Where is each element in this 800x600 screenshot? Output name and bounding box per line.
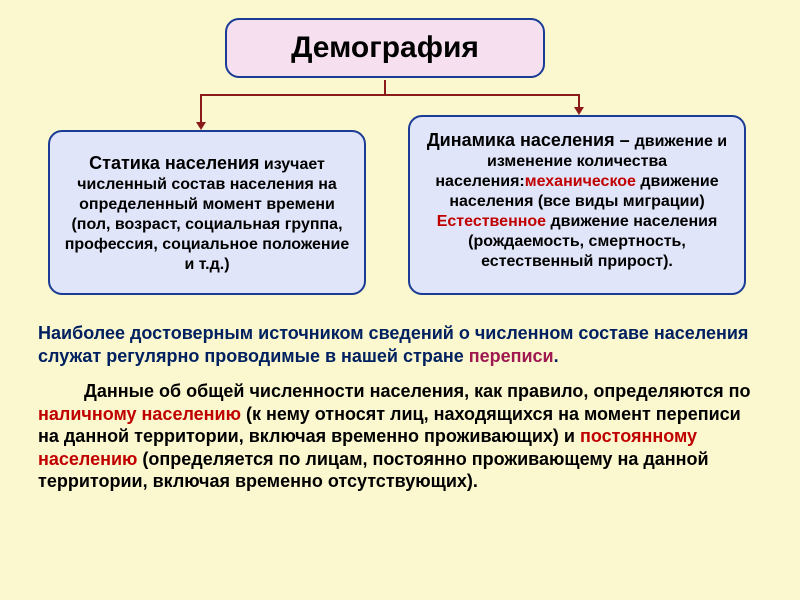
title-box: Демография [225,18,545,78]
p2-s0: Данные об общей численности населения, к… [84,381,751,401]
connector-stem [384,80,386,94]
paragraph-2: Данные об общей численности населения, к… [38,380,762,493]
arrow-right [574,107,584,115]
p2-s4: (определяется по лицам, постоянно прожив… [38,449,709,492]
connector-hbar [200,94,580,96]
p1-s1: переписи [469,346,554,366]
arrow-left [196,122,206,130]
p2-s1: наличному населению [38,404,241,424]
left-box-body: изучает численный состав населения на оп… [65,156,350,273]
rb-p3: Естественное [437,213,546,230]
left-branch-box: Статика населения изучает численный сост… [48,130,366,295]
connector-left-drop [200,94,202,122]
right-box-body: движение и изменение количества населени… [435,133,727,270]
right-branch-box: Динамика населения – движение и изменени… [408,115,746,295]
p1-s0: Наиболее достоверным источником сведений… [38,323,748,366]
right-box-title: Динамика населения – [427,130,635,150]
rb-p1: механическое [525,173,636,190]
connector-right-drop [578,94,580,107]
diagram-title: Демография [291,31,479,65]
left-box-title: Статика населения [89,153,259,173]
paragraph-1: Наиболее достоверным источником сведений… [38,322,762,367]
p1-s2: . [554,346,559,366]
